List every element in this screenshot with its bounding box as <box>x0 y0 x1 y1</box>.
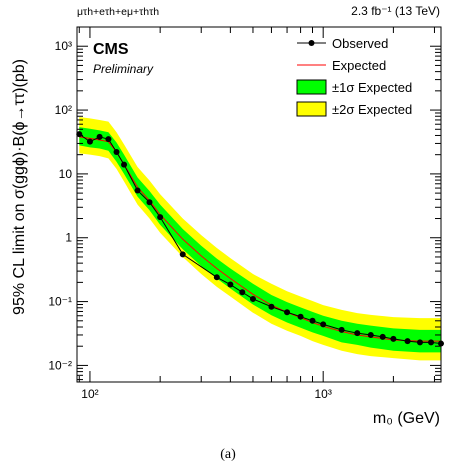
legend-label: ±2σ Expected <box>332 102 412 117</box>
observed-point <box>213 274 220 281</box>
observed-point <box>86 138 93 145</box>
observed-point <box>105 136 112 143</box>
luminosity-label: 2.3 fb⁻¹ (13 TeV) <box>351 4 440 18</box>
channels-label: μτh+eτh+eμ+τhτh <box>77 6 159 18</box>
observed-point <box>320 321 327 328</box>
legend-band1-swatch <box>296 79 327 95</box>
legend-observed-marker <box>308 40 315 46</box>
observed-point <box>428 339 435 346</box>
observed-point <box>134 187 141 194</box>
observed-point <box>227 281 234 288</box>
axis-tick-labels: 10² 10³ 10⁻² 10⁻¹ 1 10 10² 10³ <box>48 39 332 401</box>
observed-point <box>113 149 120 156</box>
observed-point <box>367 331 374 338</box>
observed-point <box>379 333 386 340</box>
observed-point <box>268 303 275 310</box>
y-tick-label: 10 <box>59 167 73 181</box>
legend-label: Observed <box>332 36 388 51</box>
observed-point <box>338 326 345 333</box>
observed-point <box>390 335 397 342</box>
y-tick-label: 1 <box>65 231 72 245</box>
x-axis-label: m₀ (GeV) <box>373 410 440 427</box>
observed-line <box>78 133 442 345</box>
observed-point <box>157 214 164 221</box>
plot-area <box>76 116 444 361</box>
status-label: Preliminary <box>93 62 154 76</box>
observed-point <box>416 339 423 346</box>
observed-point <box>249 295 256 302</box>
observed-point <box>96 133 103 140</box>
y-tick-label: 10⁻¹ <box>48 295 72 309</box>
observed-points <box>76 131 444 347</box>
observed-point <box>146 199 153 206</box>
observed-point <box>297 313 304 320</box>
observed-point <box>404 338 411 345</box>
x-tick-label: 10³ <box>315 387 332 401</box>
observed-point <box>284 309 291 316</box>
y-tick-label: 10² <box>55 103 72 117</box>
legend-label: ±1σ Expected <box>332 80 412 95</box>
figure-caption: (a) <box>220 447 236 462</box>
legend: Observed Expected ±1σ Expected ±2σ Expected <box>296 36 412 117</box>
x-tick-label: 10² <box>81 387 98 401</box>
y-axis-label: 95% CL limit on σ(ggϕ)·B(ϕ→ττ)(pb) <box>11 59 28 315</box>
observed-point <box>309 317 316 324</box>
legend-label: Expected <box>332 58 386 73</box>
observed-point <box>354 330 361 337</box>
y-tick-label: 10³ <box>55 39 72 53</box>
experiment-label: CMS <box>93 41 129 58</box>
observed-point <box>121 161 128 168</box>
axis-ticks <box>77 26 441 382</box>
y-tick-label: 10⁻² <box>48 358 72 372</box>
observed-point <box>239 289 246 296</box>
legend-band2-swatch <box>296 101 327 117</box>
observed-point <box>179 251 186 258</box>
plot-frame <box>76 26 442 383</box>
